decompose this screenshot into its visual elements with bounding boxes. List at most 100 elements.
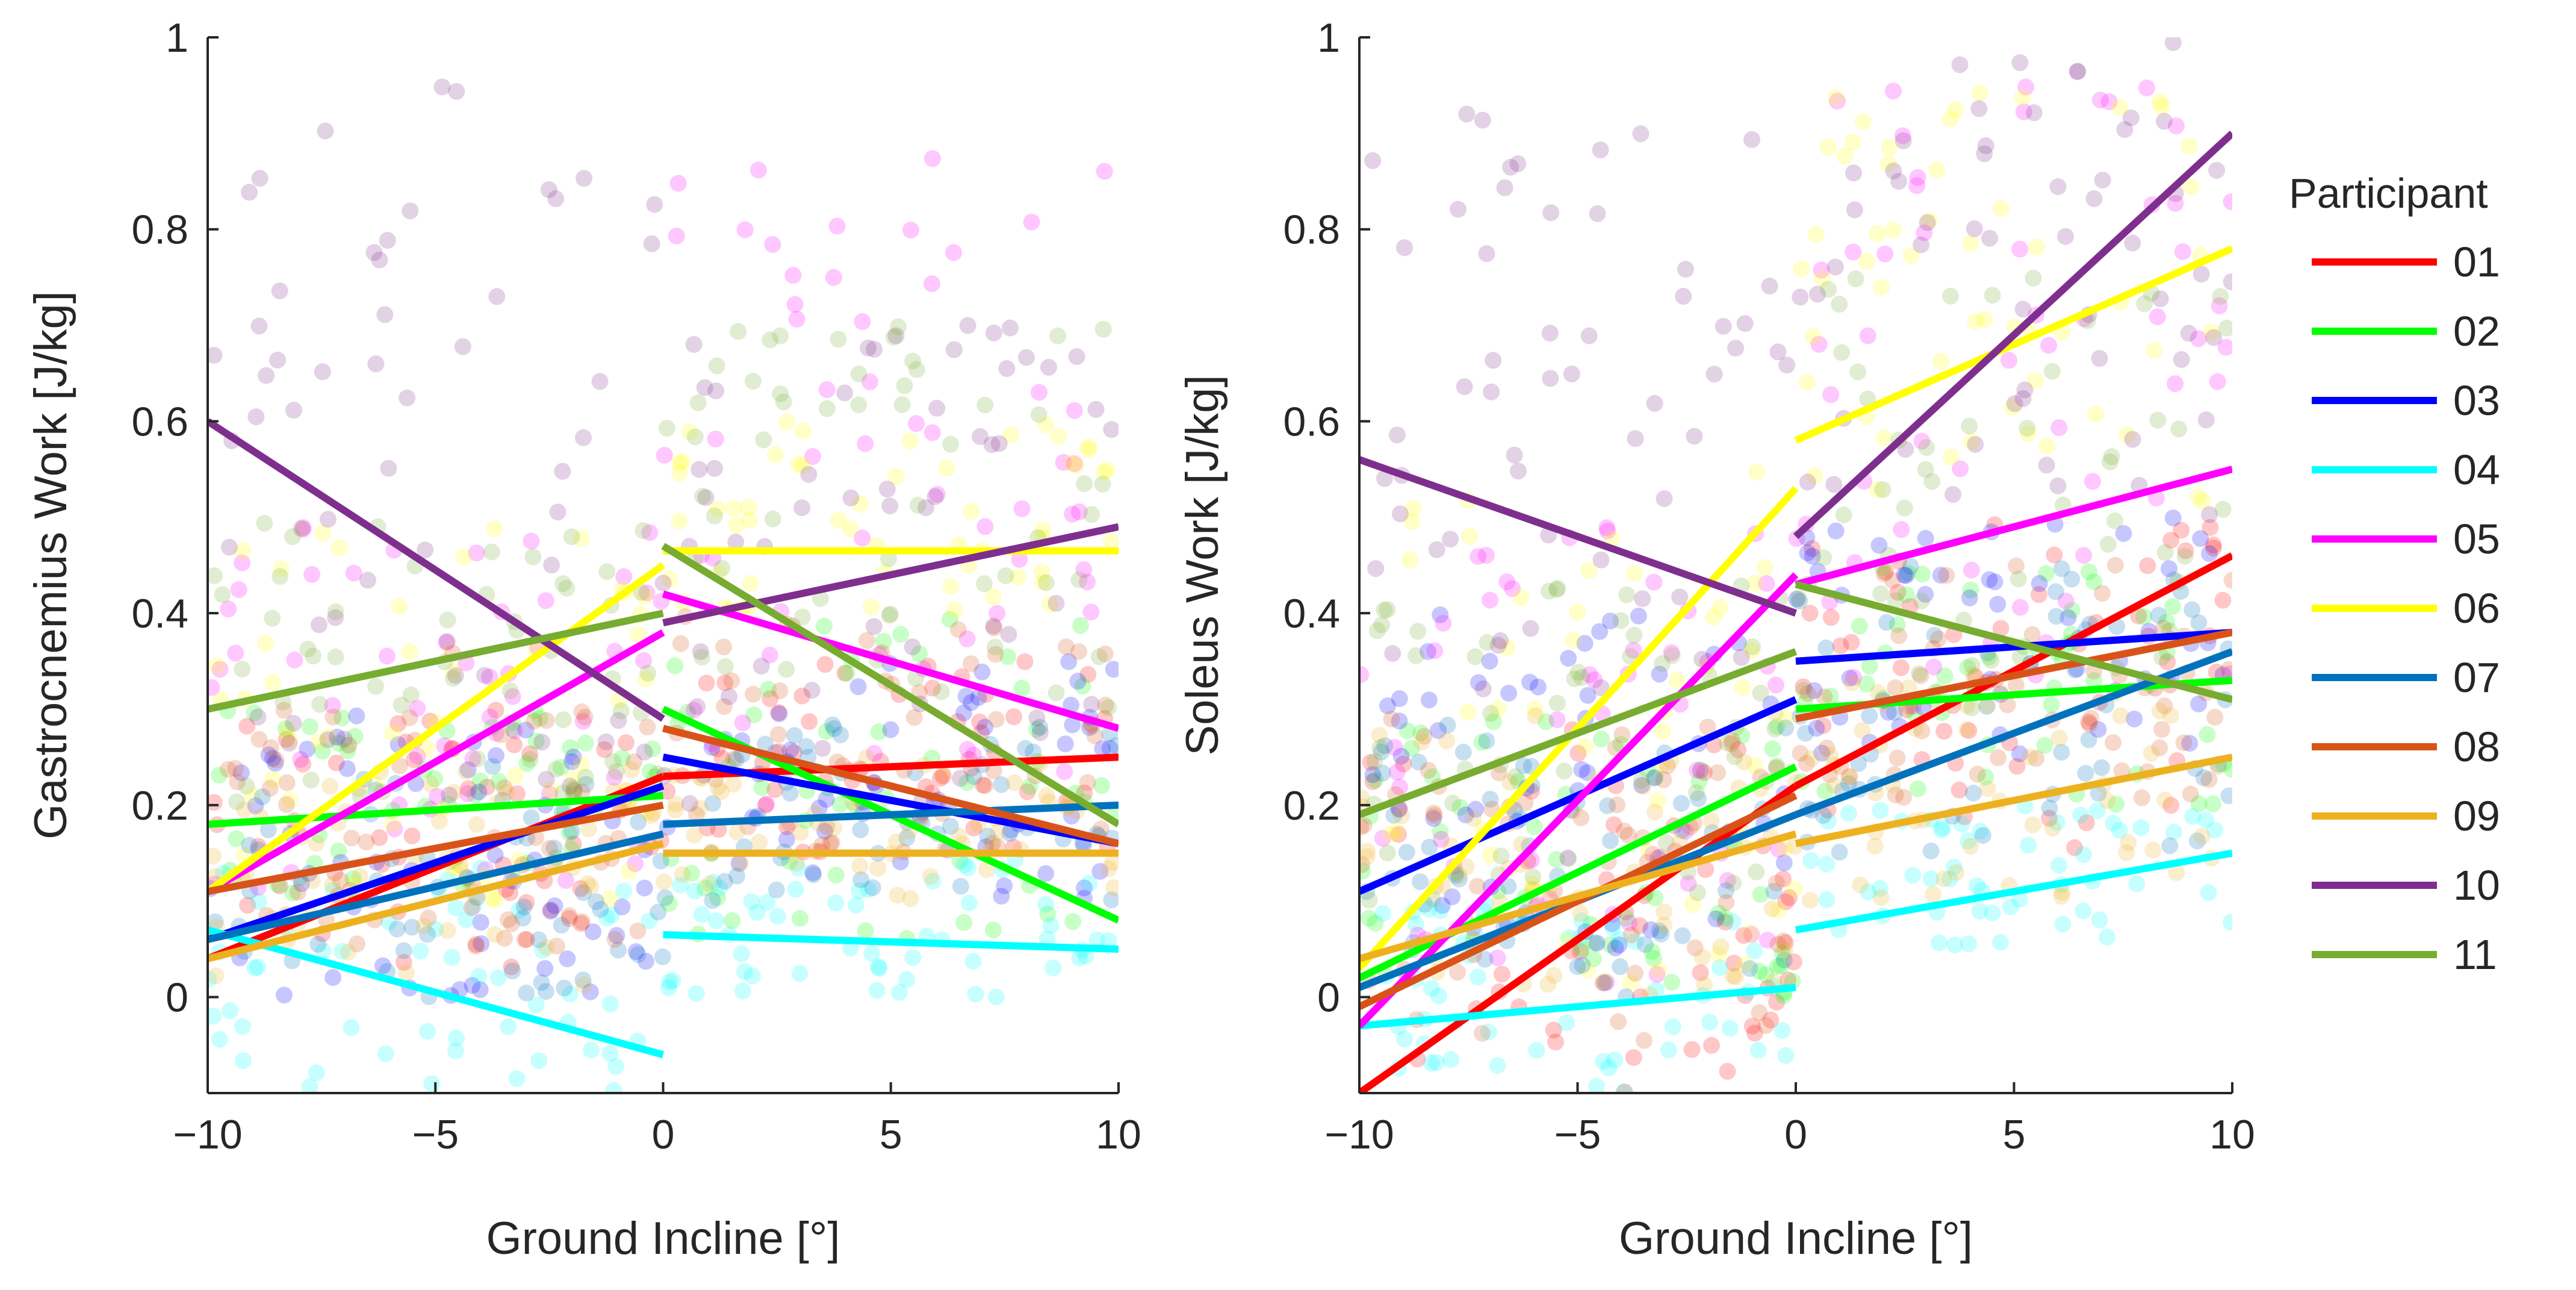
- participant-04-point: [686, 882, 704, 900]
- participant-10-point: [1733, 649, 1750, 666]
- participant-03-point: [563, 753, 580, 770]
- participant-08-point: [770, 726, 787, 743]
- participant-10-point: [2016, 381, 2034, 399]
- participant-01-point: [1494, 965, 1510, 983]
- participant-06-point: [1576, 738, 1594, 755]
- participant-07-point: [418, 926, 436, 943]
- participant-07-point: [1450, 870, 1468, 888]
- participant-11-point: [607, 763, 625, 780]
- participant-02-point: [999, 648, 1017, 665]
- participant-03-fit-decline: [208, 782, 665, 943]
- participant-01-fit-decline: [208, 773, 665, 962]
- participant-08-point: [1887, 786, 1904, 803]
- participant-02-point: [2085, 573, 2103, 590]
- participant-04-point: [2165, 823, 2182, 841]
- participant-02-point: [346, 728, 364, 745]
- participant-02-point: [527, 732, 545, 750]
- participant-02-point: [2204, 795, 2221, 812]
- participant-10-point: [1474, 681, 1492, 697]
- participant-05-point: [537, 592, 554, 609]
- participant-10-point: [1705, 366, 1723, 383]
- participant-08-point: [278, 796, 295, 813]
- participant-08-point: [2175, 734, 2193, 752]
- participant-05-point: [828, 217, 846, 235]
- participant-05-point: [804, 447, 821, 465]
- participant-05-point: [1559, 849, 1577, 867]
- participant-05-point: [459, 785, 476, 802]
- participant-06-point: [2146, 342, 2162, 359]
- participant-10-point: [917, 499, 934, 516]
- participant-09-point: [623, 761, 640, 779]
- participant-01-point: [1395, 755, 1412, 773]
- participant-08-point: [1420, 762, 1437, 779]
- participant-03-point: [1063, 808, 1080, 825]
- participant-02-point: [1074, 678, 1091, 695]
- participant-02-point: [2158, 613, 2175, 631]
- participant-10-point: [990, 435, 1008, 452]
- participant-01-point: [1992, 620, 2010, 637]
- participant-04-point: [1374, 905, 1391, 922]
- participant-02-point: [1072, 617, 1090, 634]
- participant-06-point: [573, 756, 590, 773]
- participant-10-point: [753, 658, 770, 675]
- participant-11-point: [1820, 281, 1837, 298]
- participant-01-point: [1616, 1083, 1633, 1093]
- participant-11-point: [904, 352, 922, 370]
- participant-07-point: [2189, 832, 2206, 850]
- participant-08-point: [629, 922, 647, 939]
- participant-08-point: [1895, 789, 1912, 806]
- participant-06-point: [264, 674, 282, 691]
- participant-11-point: [1618, 586, 1636, 603]
- participant-09-point: [978, 861, 995, 878]
- participant-08-point: [2106, 556, 2124, 574]
- participant-07-point: [2047, 608, 2065, 625]
- participant-10-point: [998, 360, 1016, 377]
- participant-10-point: [1028, 709, 1046, 726]
- participant-05-point: [1482, 591, 1498, 609]
- participant-07-point: [1017, 740, 1034, 757]
- participant-04-point: [527, 996, 545, 1014]
- participant-11-point: [256, 514, 273, 532]
- participant-02-point: [1772, 957, 1790, 974]
- participant-11-point: [997, 567, 1014, 585]
- participant-07-point: [1601, 832, 1619, 849]
- participant-10-point: [887, 327, 905, 344]
- participant-06-point: [742, 575, 759, 592]
- participant-08-point: [538, 712, 555, 729]
- participant-05-point: [734, 714, 751, 732]
- participant-10-point: [836, 384, 854, 402]
- participant-03-point: [1432, 606, 1449, 623]
- participant-09-point: [1712, 938, 1730, 956]
- participant-10-fit-incline: [1793, 130, 2232, 540]
- participant-09-point: [1802, 750, 1820, 767]
- participant-05-point: [1470, 548, 1487, 566]
- participant-03-point: [1576, 635, 1594, 652]
- participant-05-point: [764, 236, 781, 253]
- participant-05-point: [1916, 224, 1933, 241]
- participant-10-point: [691, 461, 708, 478]
- participant-07-point: [2080, 731, 2097, 749]
- participant-09-point: [2024, 816, 2041, 834]
- legend-label-01: 01: [2453, 238, 2500, 285]
- participant-04-point: [748, 904, 766, 921]
- participant-03-point: [627, 943, 645, 961]
- participant-06-point: [2028, 238, 2046, 256]
- participant-05-point: [1599, 522, 1616, 540]
- participant-09-point: [498, 784, 515, 801]
- participant-06-point: [630, 626, 647, 643]
- participant-06-point: [1461, 528, 1479, 545]
- participant-11-point: [764, 510, 781, 528]
- participant-06-point: [1640, 843, 1657, 860]
- participant-02-point: [562, 739, 579, 756]
- participant-03-point: [1573, 761, 1591, 778]
- participant-07-point: [952, 877, 969, 895]
- participant-11-point: [1633, 771, 1650, 789]
- participant-05-point: [386, 820, 403, 838]
- participant-02-point: [334, 709, 350, 727]
- participant-05-point: [324, 697, 341, 714]
- participant-06-point: [1746, 575, 1764, 592]
- participant-03-point: [1578, 764, 1596, 781]
- participant-11-point: [1849, 363, 1867, 381]
- participant-06-point: [601, 890, 618, 907]
- participant-08-point: [822, 835, 839, 852]
